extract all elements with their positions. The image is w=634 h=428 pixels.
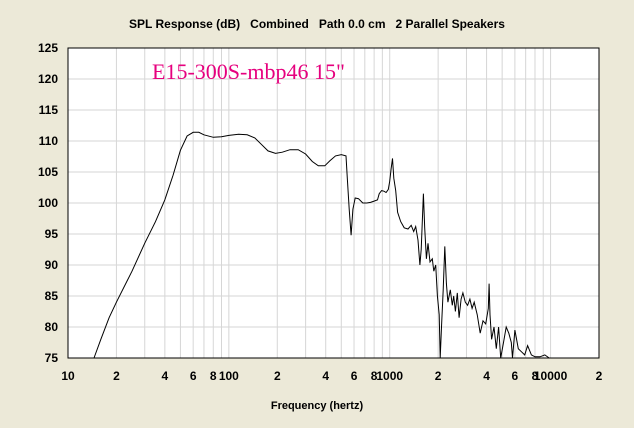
- y-tick-label: 105: [38, 165, 58, 179]
- y-axis-ticks: 75 80 85 90 95 100 105 110 115 120 125: [38, 41, 58, 365]
- spl-response-line: [93, 131, 550, 359]
- y-tick-label: 80: [45, 320, 59, 334]
- x-tick-label: 6: [512, 369, 519, 383]
- y-tick-label: 75: [45, 351, 59, 365]
- chart-title: SPL Response (dB) Combined Path 0.0 cm 2…: [129, 17, 505, 31]
- x-tick-label: 10: [61, 369, 75, 383]
- y-tick-label: 90: [45, 258, 59, 272]
- x-tick-label: 2: [435, 369, 442, 383]
- x-tick-label: 2: [274, 369, 281, 383]
- x-tick-label: 8: [210, 369, 217, 383]
- plot-frame: [67, 47, 600, 359]
- y-tick-label: 115: [39, 103, 59, 117]
- x-tick-label: 4: [162, 369, 169, 383]
- x-tick-label: 10000: [534, 369, 568, 383]
- x-tick-label: 6: [190, 369, 197, 383]
- x-tick-label: 4: [483, 369, 490, 383]
- x-tick-label: 100: [219, 369, 239, 383]
- y-tick-label: 120: [38, 72, 58, 86]
- y-tick-label: 110: [39, 134, 59, 148]
- x-tick-label: 6: [351, 369, 358, 383]
- x-axis-label: Frequency (hertz): [271, 400, 364, 412]
- x-tick-label: 8: [371, 369, 378, 383]
- y-tick-label: 125: [38, 41, 58, 55]
- x-tick-label: 2: [596, 369, 603, 383]
- x-tick-label: 1000: [376, 369, 403, 383]
- model-annotation: E15-300S-mbp46 15": [152, 59, 345, 84]
- x-tick-label: 4: [322, 369, 329, 383]
- x-tick-label: 2: [113, 369, 120, 383]
- x-tick-label: 8: [532, 369, 539, 383]
- y-tick-label: 85: [45, 289, 59, 303]
- y-tick-label: 95: [45, 227, 59, 241]
- y-tick-label: 100: [38, 196, 58, 210]
